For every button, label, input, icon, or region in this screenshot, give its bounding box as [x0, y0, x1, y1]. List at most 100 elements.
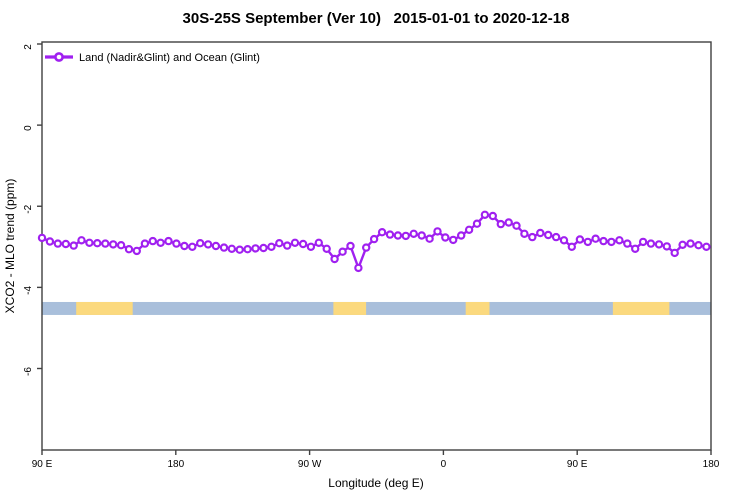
data-point-marker — [417, 231, 426, 240]
x-axis-title: Longitude (deg E) — [328, 476, 423, 490]
data-point-marker — [551, 232, 561, 242]
data-point-marker — [267, 242, 276, 251]
data-point-marker — [504, 218, 513, 227]
legend-label: Land (Nadir&Glint) and Ocean (Glint) — [79, 52, 260, 64]
data-point-marker — [559, 236, 569, 245]
data-point-marker — [290, 238, 300, 247]
data-point-marker — [615, 236, 624, 245]
data-point-marker — [211, 241, 221, 251]
data-point-marker — [77, 236, 86, 245]
data-point-marker — [433, 227, 442, 236]
data-point-marker — [488, 211, 497, 221]
data-point-marker — [69, 241, 78, 250]
data-point-marker — [219, 243, 229, 252]
data-point-marker — [631, 244, 640, 253]
data-point-marker — [512, 221, 521, 230]
data-point-marker — [101, 239, 110, 248]
data-point-marker — [275, 238, 284, 248]
data-point-marker — [306, 242, 316, 251]
data-point-marker — [93, 238, 102, 248]
data-point-marker — [686, 239, 695, 248]
data-point-marker — [528, 232, 537, 242]
chart-title: 30S-25S September (Ver 10) 2015-01-01 to… — [183, 10, 570, 27]
data-point-marker — [623, 239, 632, 248]
data-point-marker — [496, 219, 505, 229]
data-point-marker — [164, 236, 173, 246]
x-tick-label: 180 — [703, 459, 720, 470]
x-tick-label: 90 W — [298, 459, 322, 470]
y-tick-label: -2 — [23, 204, 34, 213]
data-point-marker — [354, 263, 363, 273]
x-tick-label: 90 E — [567, 459, 588, 470]
data-point-marker — [385, 230, 395, 239]
data-point-marker — [567, 242, 577, 251]
data-point-marker — [670, 248, 679, 258]
data-point-marker — [464, 225, 474, 234]
data-point-marker — [575, 235, 585, 244]
data-point-marker — [298, 239, 308, 249]
data-point-marker — [37, 233, 47, 243]
data-point-marker — [203, 240, 213, 249]
data-point-marker — [140, 239, 150, 248]
land-band-segment — [465, 301, 490, 315]
data-point-marker — [314, 238, 323, 247]
data-point-marker — [251, 244, 260, 253]
data-point-marker — [156, 238, 165, 247]
data-point-marker — [116, 240, 126, 250]
data-point-marker — [480, 210, 490, 219]
data-point-marker — [694, 240, 703, 250]
data-point-marker — [243, 244, 252, 254]
data-point-marker — [377, 227, 387, 237]
data-point-marker — [362, 243, 371, 252]
data-point-marker — [108, 240, 118, 249]
x-tick-label: 0 — [441, 459, 447, 470]
data-point-marker — [259, 243, 268, 253]
data-point-marker — [346, 241, 355, 251]
x-tick-label: 180 — [167, 459, 184, 470]
data-point-marker — [678, 240, 687, 249]
data-point-marker — [409, 229, 418, 238]
legend-marker-icon — [54, 52, 64, 62]
data-point-marker — [124, 244, 134, 254]
data-point-marker — [425, 234, 434, 243]
data-point-marker — [449, 235, 458, 245]
y-tick-label: -6 — [23, 367, 34, 376]
data-point-marker — [544, 230, 553, 240]
data-point-marker — [393, 231, 403, 240]
data-point-marker — [85, 238, 94, 247]
data-point-marker — [654, 240, 664, 249]
land-band-segment — [76, 301, 133, 315]
data-point-marker — [322, 244, 331, 253]
data-point-marker — [338, 247, 347, 256]
data-point-marker — [401, 231, 410, 241]
data-point-marker — [638, 237, 648, 247]
data-point-marker — [195, 238, 205, 248]
data-point-marker — [148, 236, 157, 246]
data-point-marker — [583, 237, 593, 247]
data-point-marker — [702, 242, 711, 251]
data-point-marker — [330, 254, 339, 264]
data-point-marker — [472, 219, 482, 228]
data-point-marker — [61, 239, 71, 249]
land-band-segment — [612, 301, 670, 315]
data-point-marker — [235, 245, 244, 254]
ocean-band — [42, 301, 711, 315]
plot-border — [41, 41, 712, 451]
data-point-marker — [662, 242, 672, 251]
data-point-marker — [599, 236, 608, 246]
x-tick-label: 90 E — [32, 459, 53, 470]
data-point-marker — [132, 246, 141, 256]
data-point-marker — [45, 237, 55, 246]
data-point-marker — [180, 241, 189, 251]
data-point-marker — [591, 234, 600, 243]
y-tick-label: 0 — [23, 125, 34, 131]
data-point-marker — [172, 239, 181, 248]
data-point-marker — [283, 241, 292, 250]
data-point-marker — [646, 239, 656, 248]
y-tick-label: 2 — [23, 44, 34, 50]
data-point-marker — [607, 237, 616, 247]
data-point-marker — [188, 242, 197, 251]
data-point-marker — [369, 234, 379, 244]
